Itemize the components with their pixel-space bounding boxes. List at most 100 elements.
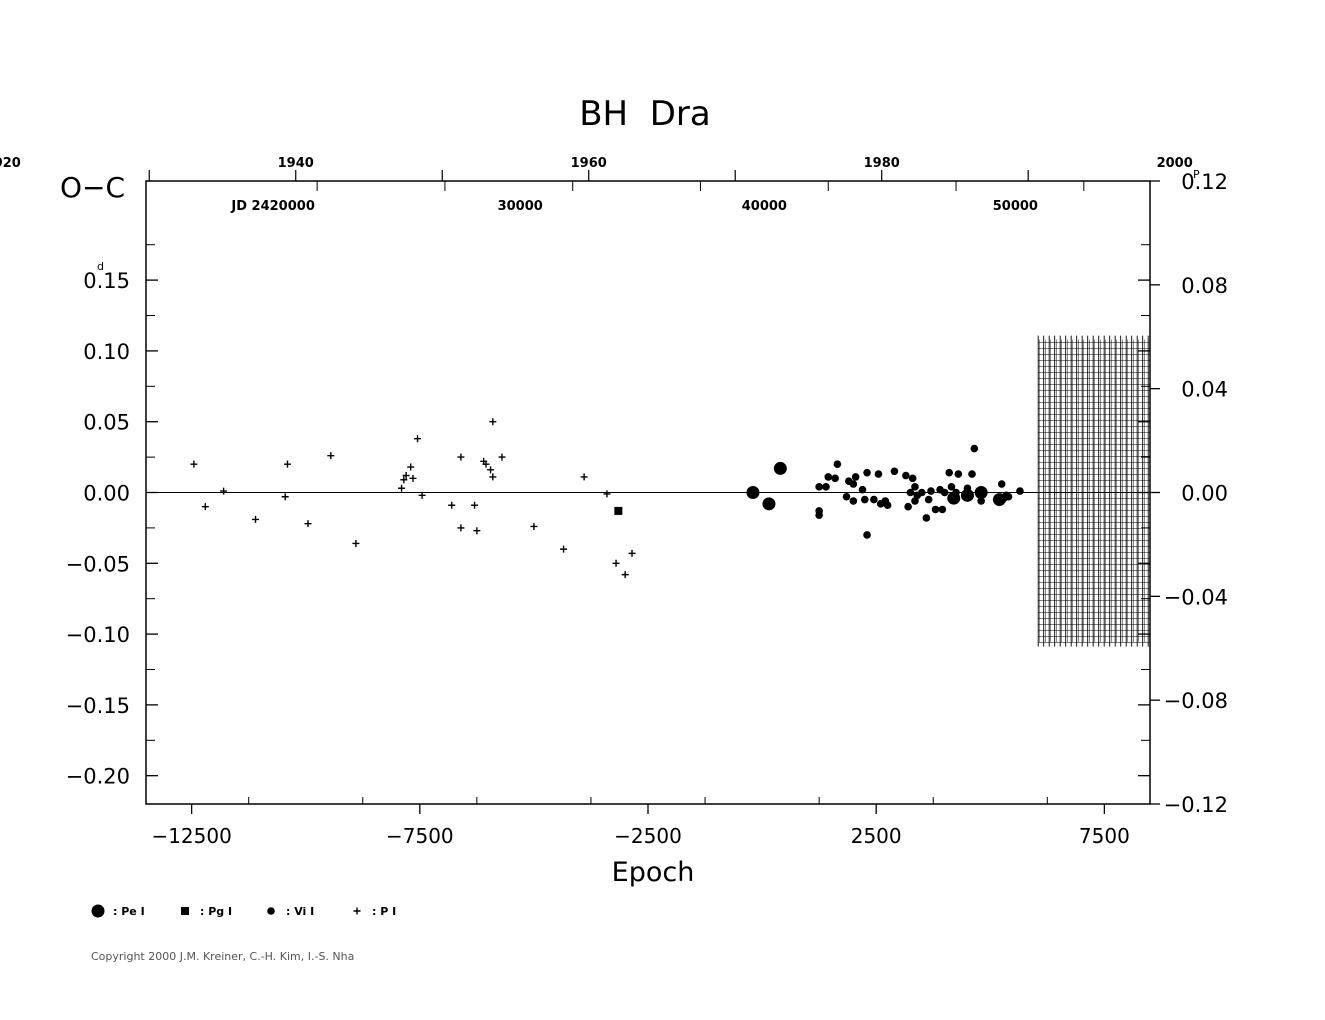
data-point-dot xyxy=(906,488,915,497)
y2-tick-label: 0.08 xyxy=(1181,274,1228,298)
y-unit-label: d xyxy=(97,260,104,273)
data-point-large-dot xyxy=(773,461,787,475)
data-point-dot xyxy=(842,492,851,501)
jd-label: JD 2420000 xyxy=(230,199,314,214)
legend-label: : Vi I xyxy=(286,905,314,918)
data-point-dot xyxy=(851,473,860,481)
y2-tick-label: −0.04 xyxy=(1164,585,1228,609)
data-point-dot xyxy=(849,497,858,505)
legend-marker-square xyxy=(181,907,189,915)
data-point-dot xyxy=(863,531,871,539)
data-point-dot xyxy=(833,460,842,468)
y-tick-label: −0.05 xyxy=(66,552,130,576)
data-point-dot xyxy=(918,488,926,497)
data-point-plus xyxy=(283,460,291,468)
data-point-dot xyxy=(815,483,823,491)
x-tick-label: −12500 xyxy=(151,824,231,848)
data-point-square xyxy=(614,506,623,515)
y2-tick-label: 0.00 xyxy=(1181,482,1228,506)
hatched-region-fringe xyxy=(1037,335,1149,647)
x-tick-label: 7500 xyxy=(1079,824,1130,848)
data-point-dot xyxy=(968,470,976,478)
data-point-plus xyxy=(448,501,456,509)
data-points xyxy=(190,418,1024,579)
data-point-plus xyxy=(457,453,465,461)
data-point-plus xyxy=(498,453,506,461)
data-point-plus xyxy=(407,463,415,471)
data-point-plus xyxy=(190,460,198,468)
data-point-plus xyxy=(402,472,410,480)
data-point-plus xyxy=(327,452,335,460)
legend-label: : P I xyxy=(372,905,396,918)
data-point-plus xyxy=(621,571,629,579)
data-point-dot xyxy=(911,483,919,491)
y-tick-label: −0.10 xyxy=(66,623,130,647)
data-point-dot xyxy=(940,488,949,497)
data-point-plus xyxy=(612,559,620,567)
data-point-plus xyxy=(471,501,479,509)
data-point-plus xyxy=(457,524,465,532)
data-point-plus xyxy=(580,473,588,481)
data-point-dot xyxy=(947,483,956,491)
data-point-plus xyxy=(304,520,312,528)
chart-title: BH Dra xyxy=(579,94,711,134)
x-tick-label: 2500 xyxy=(851,824,902,848)
data-point-plus xyxy=(252,515,260,523)
data-point-dot xyxy=(890,467,899,476)
data-point-dot xyxy=(874,470,883,478)
y-tick-label: 0.10 xyxy=(83,340,130,364)
data-point-dot xyxy=(924,495,933,504)
data-point-dot xyxy=(963,484,972,493)
y-tick-label: 0.00 xyxy=(83,482,130,506)
data-point-dot xyxy=(1004,492,1013,501)
data-point-plus xyxy=(489,418,497,426)
data-point-plus xyxy=(409,474,417,482)
data-point-plus xyxy=(220,487,228,495)
data-point-large-dot xyxy=(974,486,988,499)
data-point-plus xyxy=(418,491,426,499)
data-point-plus xyxy=(489,473,497,481)
legend-label: : Pg I xyxy=(200,905,232,918)
data-point-dot xyxy=(858,485,867,494)
jd-label: 50000 xyxy=(993,199,1038,214)
y2-tick-label: −0.12 xyxy=(1164,793,1228,817)
x-axis-label: Epoch xyxy=(612,857,695,888)
legend-marker-large-dot xyxy=(91,904,105,918)
data-point-dot xyxy=(945,468,953,477)
year-tick-label: 2000 xyxy=(1157,156,1193,171)
data-point-dot xyxy=(922,514,931,522)
legend: : Pe I : Pg I : Vi I : P I xyxy=(91,904,396,918)
year-tick-label: 1980 xyxy=(864,156,900,171)
legend-marker-plus xyxy=(353,907,361,915)
y-tick-label: 0.05 xyxy=(83,411,130,435)
data-point-plus xyxy=(281,493,289,501)
data-point-dot xyxy=(931,505,940,514)
y-tick-label: 0.15 xyxy=(83,269,130,293)
data-point-plus xyxy=(603,490,611,498)
y2-tick-label: 0.12 xyxy=(1181,170,1228,194)
data-point-dot xyxy=(1016,487,1024,495)
copyright-note: Copyright 2000 J.M. Kreiner, C.-H. Kim, … xyxy=(91,950,355,963)
year-tick-label: 1960 xyxy=(571,156,607,171)
y2-tick-label: −0.08 xyxy=(1164,689,1228,713)
y2-unit-label: P xyxy=(1193,168,1200,181)
data-point-large-dot xyxy=(960,488,974,502)
data-point-dot xyxy=(831,474,839,483)
data-point-plus xyxy=(201,503,209,511)
data-point-plus xyxy=(398,484,406,492)
year-tick-label: 1940 xyxy=(278,156,314,171)
legend-label: : Pe I xyxy=(113,905,145,918)
data-point-dot xyxy=(860,495,869,504)
data-point-dot xyxy=(977,497,985,505)
data-point-plus xyxy=(414,435,422,443)
data-point-dot xyxy=(997,480,1006,488)
data-point-plus xyxy=(473,527,481,535)
data-point-dot xyxy=(908,474,917,483)
data-point-dot xyxy=(952,488,960,497)
data-point-dot xyxy=(863,468,871,477)
data-point-large-dot xyxy=(762,497,776,511)
axes: −12500 −7500 −2500 2500 7500 0.15 0.10 0.05 0.00… xyxy=(0,156,1228,848)
data-point-dot xyxy=(902,471,910,480)
data-point-dot xyxy=(822,483,830,491)
